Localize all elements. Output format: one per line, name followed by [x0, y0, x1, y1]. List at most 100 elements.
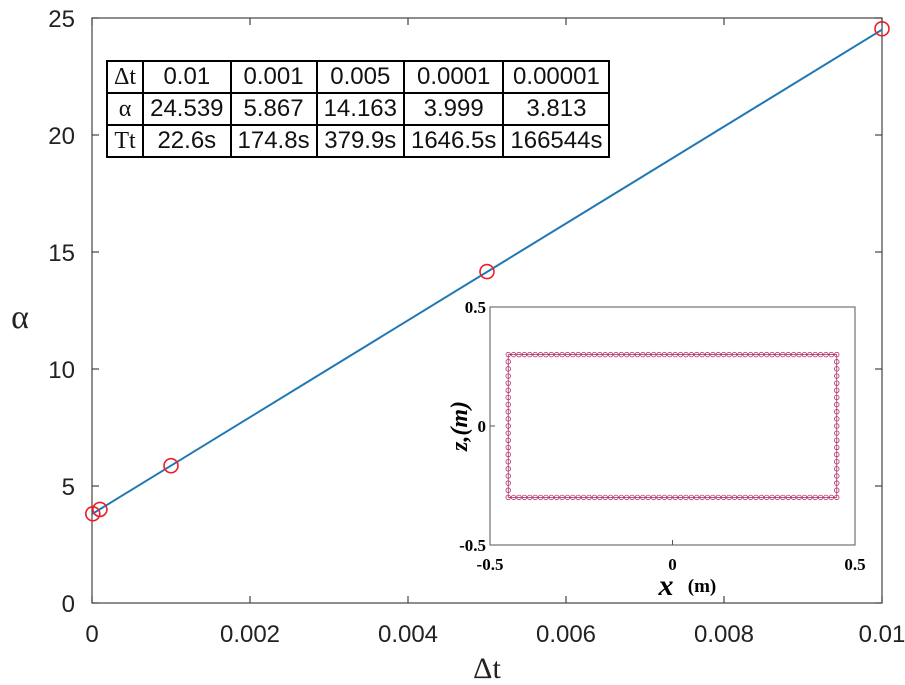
inset-point	[683, 494, 689, 501]
inset-point	[677, 351, 684, 358]
inset-point	[790, 351, 797, 358]
inset-point	[731, 351, 738, 358]
inset-point	[505, 387, 511, 393]
table-cell: 14.163	[315, 92, 405, 126]
inset-point	[629, 351, 635, 358]
table-row-header: Tt	[105, 124, 145, 158]
inset-point	[505, 373, 511, 379]
inset-point	[710, 494, 716, 501]
inset-point	[753, 351, 759, 358]
inset-point	[764, 494, 770, 501]
inset-point	[688, 351, 695, 358]
table-cell: 379.9s	[315, 124, 405, 158]
inset-point	[834, 387, 840, 393]
inset-point	[796, 494, 802, 501]
table-cell: 24.539	[142, 92, 232, 126]
inset-point	[834, 359, 840, 365]
y-tick-label: 10	[48, 357, 75, 384]
inset-point	[505, 416, 511, 422]
inset-point	[505, 451, 511, 458]
inset-point	[834, 380, 840, 386]
inset-point	[613, 351, 619, 358]
x-axis-label: Δt	[473, 652, 501, 685]
table-row: Δt 0.01 0.001 0.005 0.0001 0.00001	[105, 60, 611, 94]
inset-point	[769, 351, 775, 358]
inset-chart: -0.5 0 0.5 0.5 0 -0.5 z,(m) x (m)	[447, 298, 866, 602]
inset-point	[731, 494, 738, 501]
inset-point	[554, 351, 560, 358]
inset-point	[505, 430, 511, 436]
inset-tick-labels: -0.5 0 0.5 0.5 0 -0.5	[459, 298, 866, 574]
inset-point	[801, 494, 808, 501]
inset-point	[817, 351, 824, 358]
inset-point	[834, 366, 840, 372]
inset-point	[661, 494, 668, 501]
inset-point	[650, 494, 657, 501]
inset-point	[834, 430, 840, 436]
inset-point	[823, 494, 829, 501]
inset-point	[834, 487, 840, 493]
table-row: Tt 22.6s 174.8s 379.9s 1646.5s 166544s	[105, 124, 611, 158]
data-point-marker	[479, 263, 495, 280]
y-tick-label: 20	[48, 123, 75, 150]
table-cell: 3.813	[502, 92, 611, 126]
inset-point	[510, 494, 517, 501]
table-cell: 0.00001	[502, 60, 611, 94]
inset-point	[801, 351, 808, 358]
inset-point	[650, 351, 657, 358]
inset-point	[505, 423, 511, 429]
y-tick-label: 5	[62, 474, 75, 501]
y-tick-label: 25	[48, 6, 75, 33]
inset-markers	[505, 351, 840, 501]
main-plot-frame	[91, 17, 883, 604]
table-cell: 174.8s	[229, 124, 318, 158]
x-tick-label: 0	[85, 621, 98, 648]
inset-point	[834, 416, 840, 422]
inset-point	[559, 494, 565, 501]
y-tick-label: 0	[62, 591, 75, 618]
inset-x-tick-label: -0.5	[477, 555, 504, 574]
inset-point	[834, 451, 840, 458]
inset-point	[683, 351, 689, 358]
inset-point	[564, 351, 571, 358]
y-axis-label: α	[11, 299, 29, 336]
inset-point	[694, 494, 700, 501]
inset-point	[521, 351, 528, 358]
inset-point	[753, 494, 759, 501]
inset-y-axis-label: z,(m)	[447, 401, 473, 452]
inset-point	[559, 351, 565, 358]
inset-point	[602, 494, 608, 501]
inset-point	[715, 351, 721, 358]
inset-point	[645, 351, 651, 358]
main-ticks	[91, 17, 883, 604]
inset-point	[834, 373, 840, 379]
inset-point	[742, 351, 748, 358]
inset-point	[780, 494, 786, 501]
inset-point	[737, 494, 743, 501]
inset-point	[834, 401, 840, 408]
inset-point	[667, 351, 673, 358]
data-table: Δt 0.01 0.001 0.005 0.0001 0.00001 α 24.539 5.86…	[105, 60, 611, 158]
table-cell: 5.867	[229, 92, 318, 126]
inset-point	[796, 351, 802, 358]
inset-point	[624, 351, 630, 358]
inset-point	[613, 494, 619, 501]
data-markers	[84, 20, 890, 522]
inset-point	[726, 494, 732, 501]
inset-point	[720, 494, 727, 501]
inset-point	[758, 351, 765, 358]
inset-point	[710, 351, 716, 358]
table-cell: 1646.5s	[402, 124, 505, 158]
inset-point	[640, 494, 646, 501]
inset-background	[489, 306, 856, 546]
inset-point	[591, 351, 598, 358]
main-tick-labels: 0 0.002 0.004 0.006 0.008 0.01 0 5 10 15 20 25	[48, 6, 905, 648]
inset-point	[532, 351, 538, 358]
inset-point	[505, 480, 511, 486]
inset-point	[672, 494, 678, 501]
inset-point	[834, 480, 840, 486]
table-cell: 0.005	[315, 60, 405, 94]
inset-point	[699, 494, 705, 501]
inset-point	[747, 494, 754, 501]
